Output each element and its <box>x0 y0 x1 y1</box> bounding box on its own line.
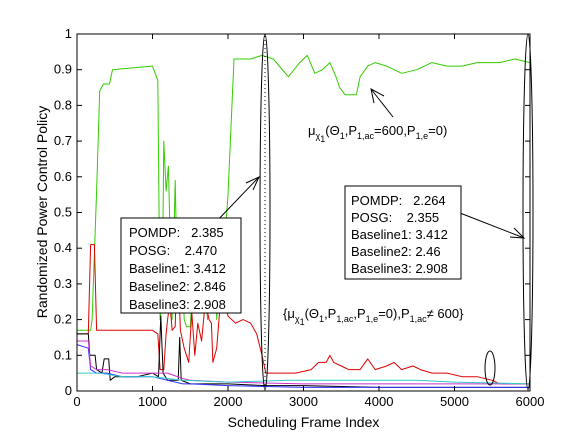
plot-background <box>77 34 530 391</box>
series-line-3 <box>77 315 530 388</box>
series-line-4 <box>76 344 530 388</box>
y-axis-label: Randomized Power Control Policy <box>34 106 50 318</box>
y-tick-label: 0.6 <box>54 169 72 184</box>
left-box-line-3: Baseline1: 3.412 <box>129 261 226 276</box>
y-tick-label: 0.3 <box>54 276 72 291</box>
left-box-line-5: Baseline3: 2.908 <box>129 297 226 312</box>
right-box-line-4: Baseline2: 2.46 <box>351 244 441 259</box>
y-tick-label: 0.4 <box>54 240 72 255</box>
y-tick-label: 0.1 <box>54 347 72 362</box>
left-box-line-1: POMDP: 2.385 <box>129 225 224 240</box>
right-info-box: POMDP: 2.264 POSG: 2.355 Baseline1: 3.41… <box>344 185 462 280</box>
ellipse-right-marker <box>522 33 534 391</box>
x-tick-label: 5000 <box>440 394 469 409</box>
lower-formula-label: {μχ1(Θ1,P1,ac,P1,e=0),P1,ac≠ 600} <box>283 306 464 327</box>
ticks-layer: 0 1000 2000 3000 4000 5000 6000 0 0.1 0.2 0.3 0.4 0.… <box>54 26 545 409</box>
x-tick-label: 1000 <box>138 394 167 409</box>
arrow-left-box <box>212 175 261 226</box>
right-box-line-5: Baseline3: 2.908 <box>351 261 448 276</box>
x-tick-label: 4000 <box>365 394 394 409</box>
ellipse-left-marker <box>259 33 271 391</box>
x-tick-label: 3000 <box>289 394 318 409</box>
ellipse-small-marker <box>484 350 496 386</box>
arrow-upper-label <box>370 88 394 118</box>
right-box-line-1: POMDP: 2.264 <box>351 193 446 208</box>
x-tick-label: 6000 <box>516 394 545 409</box>
series-line-5 <box>77 340 530 385</box>
y-tick-label: 0.7 <box>54 133 72 148</box>
x-tick-label: 2000 <box>214 394 243 409</box>
y-tick-label: 0.5 <box>54 205 72 220</box>
series-line-2 <box>77 244 530 385</box>
left-info-box: POMDP: 2.385 POSG: 2.470 Baseline1: 3.41… <box>120 217 242 314</box>
y-tick-label: 0.8 <box>54 97 72 112</box>
x-axis-label: Scheduling Frame Index <box>228 414 380 430</box>
y-tick-label: 0.9 <box>54 62 72 77</box>
x-tick-label: 0 <box>73 394 80 409</box>
y-tick-label: 0.2 <box>54 312 72 327</box>
right-box-line-2: POSG: 2.355 <box>351 210 439 225</box>
upper-formula-label: μχ1(Θ1,P1,ac=600,P1,e=0) <box>308 123 447 144</box>
left-box-line-4: Baseline2: 2.846 <box>129 279 226 294</box>
y-tick-label: 0 <box>65 383 72 398</box>
left-box-line-2: POSG: 2.470 <box>129 243 217 258</box>
series-layer <box>76 54 531 388</box>
series-line-6 <box>77 372 531 385</box>
y-tick-label: 1 <box>65 26 72 41</box>
right-box-line-3: Baseline1: 3.412 <box>351 227 448 242</box>
arrow-right-box <box>459 212 526 239</box>
